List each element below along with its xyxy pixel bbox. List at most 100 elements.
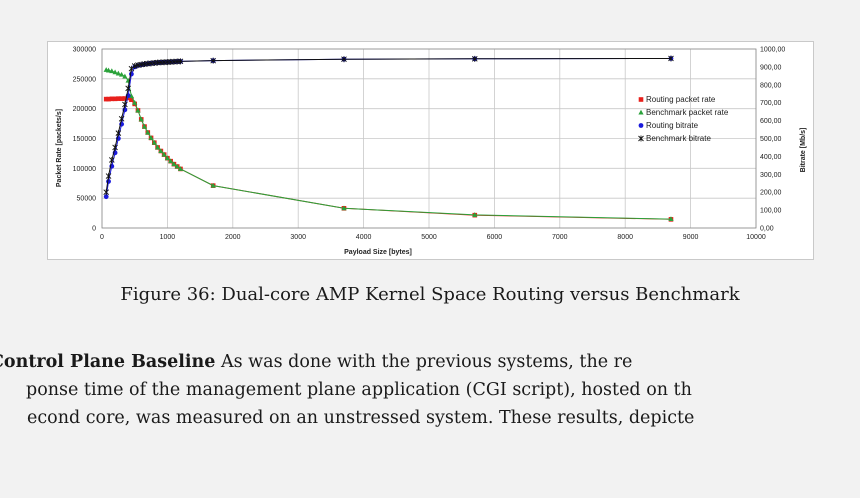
data-point [638, 135, 644, 142]
data-point [171, 161, 177, 167]
y2-axis-title: Bitrate [Mb/s] [800, 128, 807, 173]
data-point [109, 68, 115, 74]
data-point [145, 129, 151, 135]
legend-entry: Routing packet rate [638, 95, 716, 104]
y2-tick-label: 500,00 [760, 136, 782, 143]
x-tick-label: 1000 [160, 234, 176, 241]
legend-entry: Benchmark packet rate [638, 108, 729, 117]
data-point [116, 96, 121, 101]
y2-tick-label: 100,00 [760, 208, 782, 215]
x-tick-label: 10000 [746, 234, 766, 241]
data-point [106, 179, 111, 184]
series-line [106, 97, 672, 220]
data-point [174, 163, 180, 169]
data-point [341, 56, 347, 63]
data-point [115, 70, 121, 76]
x-tick-label: 2000 [225, 234, 241, 241]
x-tick-label: 7000 [552, 234, 568, 241]
chart-frame: 0 1000 2000 3000 4000 5000 6000 7000 8000 9000 100… [47, 41, 814, 260]
data-point [341, 205, 347, 211]
body-paragraph: Control Plane Baseline As was done with … [0, 348, 860, 448]
dual-axis-line-chart: 0 1000 2000 3000 4000 5000 6000 7000 8000 9000 100… [56, 47, 807, 257]
x-tick-label: 8000 [617, 234, 633, 241]
legend-entry: Routing bitrate [638, 121, 699, 130]
paragraph-line-3: econd core, was measured on an unstresse… [27, 408, 695, 428]
x-tick-label: 3000 [290, 234, 306, 241]
data-point [118, 115, 125, 122]
series-benchmark-packet-rate [103, 67, 674, 222]
paragraph-line-1: Control Plane Baseline As was done with … [0, 348, 632, 376]
data-point [210, 182, 216, 188]
data-point [141, 123, 148, 129]
data-point [154, 144, 161, 150]
series-routing-packet-rate [103, 95, 674, 222]
y-tick-label: 0 [92, 226, 96, 233]
data-point [109, 96, 115, 102]
x-tick-label: 4000 [356, 234, 372, 241]
series-routing-bitrate [103, 56, 674, 200]
y-tick-label: 200000 [73, 106, 96, 113]
data-point [668, 216, 674, 222]
data-point [135, 107, 141, 113]
data-point [131, 63, 138, 70]
data-point [164, 155, 170, 161]
data-point [112, 144, 118, 151]
chart-legend: Routing packet rate Benchmark packet rate… [638, 95, 729, 143]
y2-tick-label: 200,00 [760, 190, 782, 197]
data-point [106, 96, 111, 102]
y2-tick-label: 400,00 [760, 154, 782, 161]
x-tick-label: 0 [100, 234, 104, 241]
data-point [138, 116, 144, 122]
data-point [638, 109, 644, 115]
x-tick-label: 9000 [683, 234, 699, 241]
y2-tick-label: 300,00 [760, 172, 782, 179]
paragraph-heading: Control Plane Baseline [0, 352, 216, 372]
data-point [122, 96, 128, 101]
data-point [161, 151, 167, 157]
data-point [108, 156, 115, 163]
data-point [122, 101, 128, 108]
x-axis-title: Payload Size [bytes] [344, 249, 412, 256]
y2-tick-label: 700,00 [760, 100, 782, 107]
data-point [472, 212, 478, 217]
y-tick-label: 250000 [73, 76, 96, 83]
paragraph-line-1-text: As was done with the previous systems, t… [215, 352, 633, 372]
data-point [103, 96, 109, 102]
paragraph-line-2: ponse time of the management plane appli… [26, 380, 692, 400]
y2-tick-label: 800,00 [760, 82, 782, 89]
y-tick-label: 100000 [73, 166, 96, 173]
y2-tick-label: 600,00 [760, 118, 782, 125]
y2-tick-label: 0,00 [760, 226, 774, 233]
data-point [112, 96, 118, 102]
data-point [129, 97, 134, 103]
legend-label: Benchmark packet rate [646, 108, 729, 117]
data-point [103, 189, 110, 196]
legend-label: Routing bitrate [646, 121, 699, 130]
x-tick-label: 6000 [487, 234, 503, 241]
y-tick-label: 300000 [73, 47, 96, 54]
data-point [132, 99, 138, 105]
data-point [471, 55, 478, 62]
series-layer [103, 55, 674, 222]
data-point [122, 73, 128, 79]
y-tick-label: 150000 [73, 136, 96, 143]
data-point [668, 55, 674, 62]
data-point [210, 57, 216, 64]
data-point [103, 194, 109, 200]
data-point [158, 148, 164, 154]
plot-area-border [101, 48, 757, 229]
data-point [128, 93, 135, 99]
data-point [105, 67, 112, 73]
figure-caption: Figure 36: Dual-core AMP Kernel Space Ro… [120, 284, 740, 305]
y-tick-label: 50000 [77, 196, 97, 203]
data-point [119, 96, 124, 101]
legend-label: Benchmark bitrate [646, 134, 711, 143]
axis-layer: 0 1000 2000 3000 4000 5000 6000 7000 8000 9000 100… [73, 47, 786, 242]
data-point [115, 130, 122, 137]
data-point [638, 123, 644, 128]
x-tick-label: 5000 [421, 234, 437, 241]
series-line [105, 58, 672, 193]
legend-entry: Benchmark bitrate [638, 134, 711, 143]
data-point [125, 85, 131, 92]
data-point [638, 97, 644, 102]
